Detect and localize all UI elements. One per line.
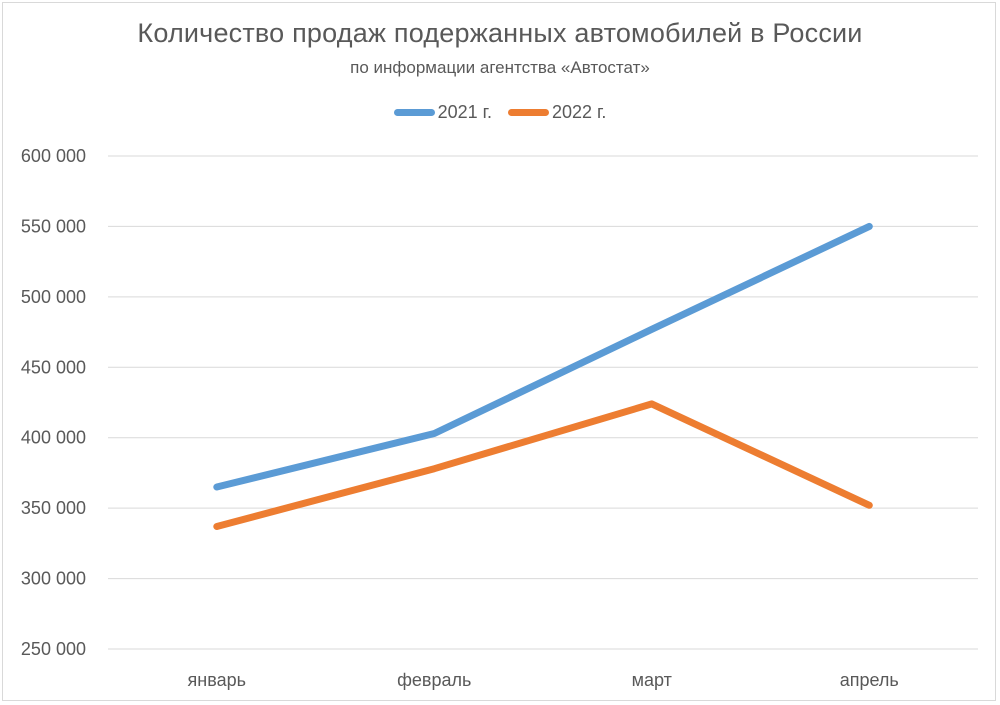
legend-label-2021: 2021 г.: [437, 102, 492, 122]
series-line-2022: [213, 400, 873, 530]
y-tick-label: 250 000: [21, 639, 86, 659]
legend-swatch-2021: [393, 109, 435, 116]
y-tick-label: 550 000: [21, 216, 86, 236]
data-series: [213, 222, 873, 530]
x-axis-labels: январь февраль март апрель: [188, 670, 899, 690]
y-tick-label: 300 000: [21, 569, 86, 589]
series-line-2021: [213, 222, 873, 491]
y-tick-label: 500 000: [21, 287, 86, 307]
legend-swatch-2022: [508, 109, 549, 116]
chart-subtitle: по информации агентства «Автостат»: [350, 58, 650, 77]
x-tick-label: январь: [188, 670, 246, 690]
x-tick-label: февраль: [397, 670, 471, 690]
gridlines: [108, 155, 978, 650]
y-tick-label: 400 000: [21, 428, 86, 448]
y-axis-labels: 600 000 550 000 500 000 450 000 400 000 350 0…: [21, 146, 86, 659]
legend-item-2022: 2022 г.: [508, 102, 606, 123]
y-tick-label: 350 000: [21, 498, 86, 518]
x-tick-label: апрель: [840, 670, 899, 690]
y-tick-label: 600 000: [21, 146, 86, 166]
chart-legend: 2021 г. 2022 г.: [0, 102, 1000, 123]
x-tick-label: март: [632, 670, 672, 690]
chart-title: Количество продаж подержанных автомобиле…: [137, 18, 863, 48]
legend-item-2021: 2021 г.: [393, 102, 492, 123]
y-tick-label: 450 000: [21, 357, 86, 377]
legend-label-2022: 2022 г.: [552, 102, 607, 122]
